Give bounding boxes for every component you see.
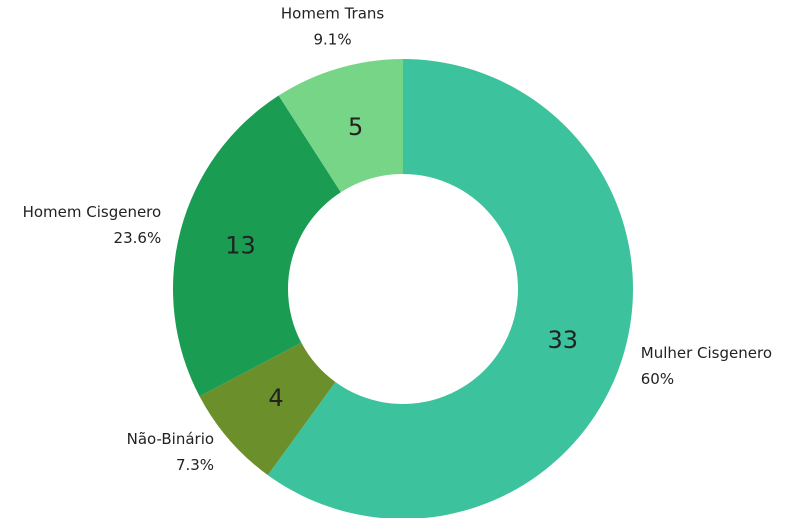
category-label: Não-Binário bbox=[127, 430, 214, 448]
value-label: 33 bbox=[548, 326, 579, 354]
slice bbox=[173, 95, 341, 397]
percentage-label: 7.3% bbox=[176, 456, 214, 474]
slice bbox=[278, 58, 403, 193]
percentage-label: 9.1% bbox=[314, 31, 352, 49]
category-label: Mulher Cisgenero bbox=[641, 344, 772, 362]
slice bbox=[199, 342, 336, 476]
category-label: Homem Trans bbox=[281, 5, 385, 23]
percentage-label: 23.6% bbox=[114, 229, 162, 247]
slice bbox=[267, 59, 633, 518]
value-label: 5 bbox=[348, 113, 363, 141]
category-label: Homem Cisgenero bbox=[23, 203, 162, 221]
value-label: 13 bbox=[225, 231, 256, 259]
percentage-label: 60% bbox=[641, 370, 674, 388]
value-label: 4 bbox=[268, 384, 283, 412]
